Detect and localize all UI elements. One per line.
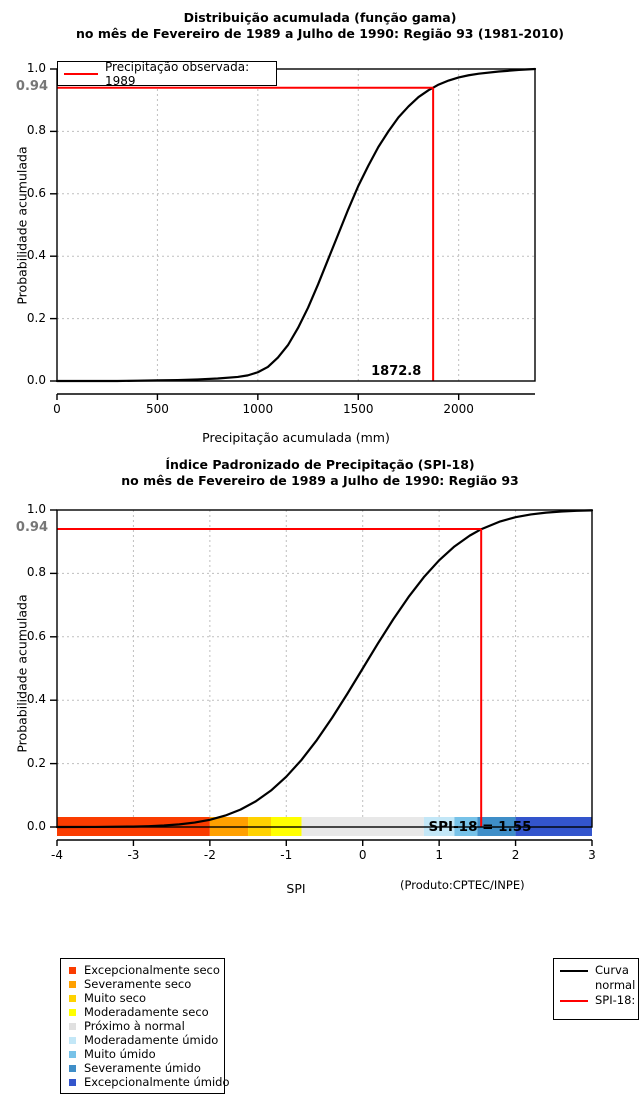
x-tick-label: -4 — [51, 848, 63, 862]
x-tick-label: 2000 — [443, 402, 474, 416]
x-tick-label: -3 — [127, 848, 140, 862]
x-tick-label: 1 — [435, 848, 443, 862]
y-tick-label: 0.2 — [26, 310, 46, 325]
legend-swatch-icon — [69, 1036, 76, 1044]
legend-label-category: Muito seco — [84, 991, 147, 1005]
legend-row-category: Muito úmido — [61, 1047, 224, 1061]
chart-title-spi-line1: Índice Padronizado de Precipitação (SPI-… — [165, 457, 475, 472]
legend-row-category: Excepcionalmente seco — [61, 963, 224, 977]
legend-label-category: Próximo à normal — [84, 1019, 185, 1033]
x-tick-label: 3 — [588, 848, 596, 862]
legend-swatch-icon — [69, 1022, 76, 1030]
y-tick-label: 1.0 — [26, 502, 46, 516]
legend-row-category: Severamente seco — [61, 977, 224, 991]
legend-row-curve: Curva normal — [554, 963, 638, 993]
x-tick-label: -1 — [280, 848, 293, 862]
x-axis-title-spi: SPI — [286, 881, 306, 896]
cumulative-probability-annotation: 0.94 — [15, 78, 48, 94]
legend-row-category: Muito seco — [61, 991, 224, 1005]
legend-swatch-icon — [69, 1008, 76, 1016]
legend-label-category: Excepcionalmente úmido — [84, 1075, 230, 1089]
legend-swatch-icon — [69, 1050, 76, 1058]
plot-frame — [56, 68, 536, 382]
legend-line-icon-observed — [64, 72, 98, 75]
legend-swatch-icon — [69, 1078, 76, 1086]
legend-label-category: Severamente seco — [84, 977, 192, 991]
chart-title-spi-line2: no mês de Fevereiro de 1989 a Julho de 1… — [121, 473, 519, 488]
data-curve — [55, 67, 537, 383]
y-axis-title-spi: Probabilidade acumulada — [14, 594, 30, 753]
spi-category-legend: Excepcionalmente seco Severamente seco Mui… — [60, 958, 229, 1094]
y-tick-label: 0.6 — [26, 185, 46, 200]
legend-label-category: Severamente úmido — [84, 1061, 201, 1075]
x-tick-label: -2 — [203, 848, 216, 862]
x-tick-label: 2 — [511, 848, 520, 862]
x-tick-label: 1500 — [342, 402, 374, 416]
y-axis-title-cumulative: Probabilidade acumulada — [14, 146, 30, 305]
chart-title-line1: Distribuição acumulada (função gama) — [183, 10, 457, 25]
y-tick-label: 0.8 — [26, 123, 46, 138]
legend-row-category: Moderadamente seco — [61, 1005, 224, 1019]
chart-title-line2: no mês de Fevereiro de 1989 a Julho de 1… — [75, 26, 565, 41]
legend-label-category: Moderadamente úmido — [84, 1033, 219, 1047]
y-tick-label: 0.6 — [26, 628, 46, 643]
y-tick-label: 0.8 — [26, 565, 46, 580]
plot-frame — [56, 509, 593, 828]
data-curve — [55, 509, 594, 829]
y-tick-label: 0.4 — [26, 248, 46, 263]
chart-title-cumulative: Distribuição acumulada (função gama) no … — [0, 10, 640, 42]
legend-swatch-icon — [69, 966, 76, 974]
x-tick-label: 0 — [53, 402, 61, 416]
x-tick-label: 500 — [145, 402, 169, 416]
y-tick-label: 0.0 — [26, 373, 46, 387]
legend-label-observed: Precipitação observada: 1989 — [105, 59, 250, 88]
legend-swatch-icon — [69, 994, 76, 1002]
spi18-chart-panel: Índice Padronizado de Precipitação (SPI-… — [0, 450, 640, 1094]
x-axis-title-cumulative: Precipitação acumulada (mm) — [202, 430, 390, 445]
y-tick-label: 1.0 — [26, 61, 46, 75]
legend-label-curve: SPI-18: 1989 — [595, 993, 640, 1007]
cumulative-gamma-chart-panel: Distribuição acumulada (função gama) no … — [0, 0, 640, 450]
chart-title-spi: Índice Padronizado de Precipitação (SPI-… — [0, 457, 640, 489]
x-tick-label: 1000 — [242, 402, 274, 416]
product-credit: (Produto:CPTEC/INPE) — [400, 878, 525, 892]
legend-observed-precipitation: Precipitação observada: 1989 — [57, 59, 277, 88]
legend-line-icon-normal — [560, 970, 588, 972]
y-tick-label: 0.2 — [26, 755, 46, 770]
legend-row-curve: SPI-18: 1989 — [554, 993, 640, 1007]
y-tick-label: 0.0 — [26, 819, 46, 833]
legend-label-curve: Curva normal — [595, 963, 636, 992]
legend-label-category: Muito úmido — [84, 1047, 156, 1061]
legend-line-icon-spi — [560, 1000, 588, 1002]
spi-value-label: SPI-18 = 1.55 — [428, 819, 532, 835]
legend-label-category: Excepcionalmente seco — [84, 963, 220, 977]
legend-swatch-icon — [69, 1064, 76, 1072]
cumulative-gamma-plot — [50, 67, 537, 400]
legend-row-category: Severamente úmido — [61, 1061, 224, 1075]
legend-row-category: Próximo à normal — [61, 1019, 224, 1033]
y-tick-label: 0.4 — [26, 692, 46, 707]
legend-swatch-icon — [69, 980, 76, 988]
legend-label-category: Moderadamente seco — [84, 1005, 209, 1019]
legend-row-category: Excepcionalmente úmido — [61, 1075, 229, 1089]
legend-row-category: Moderadamente úmido — [61, 1033, 224, 1047]
x-tick-label: 0 — [358, 848, 367, 862]
observed-precip-annotation: 1872.8 — [371, 364, 422, 379]
spi-probability-annotation: 0.94 — [15, 520, 48, 536]
spi18-plot — [50, 509, 594, 846]
